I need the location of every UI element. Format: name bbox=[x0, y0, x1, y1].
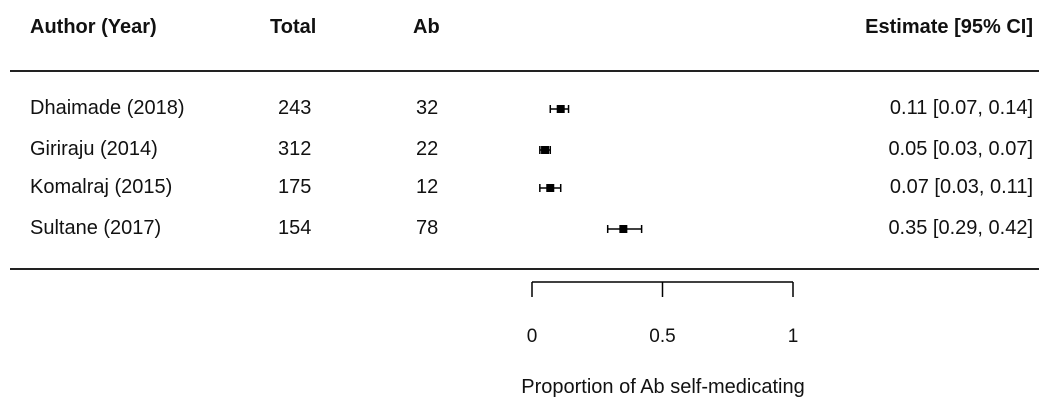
study-estimate-label: 0.05 [0.03, 0.07] bbox=[888, 138, 1033, 160]
study-author: Komalraj (2015) bbox=[30, 176, 173, 198]
study-ab: 22 bbox=[416, 138, 439, 160]
study-author: Dhaimade (2018) bbox=[30, 97, 185, 119]
header-estimate: Estimate [95% CI] bbox=[865, 16, 1033, 38]
point-estimate bbox=[546, 184, 555, 192]
study-estimate-label: 0.11 [0.07, 0.14] bbox=[889, 97, 1033, 119]
x-tick-label: 0 bbox=[527, 326, 538, 347]
study-total: 243 bbox=[278, 97, 312, 119]
study-ab: 78 bbox=[416, 217, 439, 239]
point-estimate bbox=[556, 105, 565, 113]
x-tick-label: 1 bbox=[788, 326, 799, 347]
study-ab: 12 bbox=[416, 176, 439, 198]
study-author: Sultane (2017) bbox=[30, 217, 162, 239]
study-author: Giriraju (2014) bbox=[30, 138, 158, 160]
study-estimate-label: 0.07 [0.03, 0.11] bbox=[889, 176, 1033, 198]
study-total: 312 bbox=[278, 138, 312, 160]
point-estimate bbox=[619, 225, 628, 233]
study-total: 175 bbox=[278, 176, 312, 198]
x-tick-label: 0.5 bbox=[649, 326, 675, 347]
bottom-rule bbox=[10, 268, 1039, 270]
study-ab: 32 bbox=[416, 97, 439, 119]
x-axis-title: Proportion of Ab self-medicating bbox=[521, 376, 805, 398]
top-rule bbox=[10, 70, 1039, 72]
header-total: Total bbox=[270, 16, 317, 38]
header-author: Author (Year) bbox=[30, 16, 157, 38]
study-total: 154 bbox=[278, 217, 312, 239]
header-ab: Ab bbox=[413, 16, 440, 38]
study-estimate-label: 0.35 [0.29, 0.42] bbox=[888, 217, 1033, 239]
point-estimate bbox=[541, 146, 550, 154]
